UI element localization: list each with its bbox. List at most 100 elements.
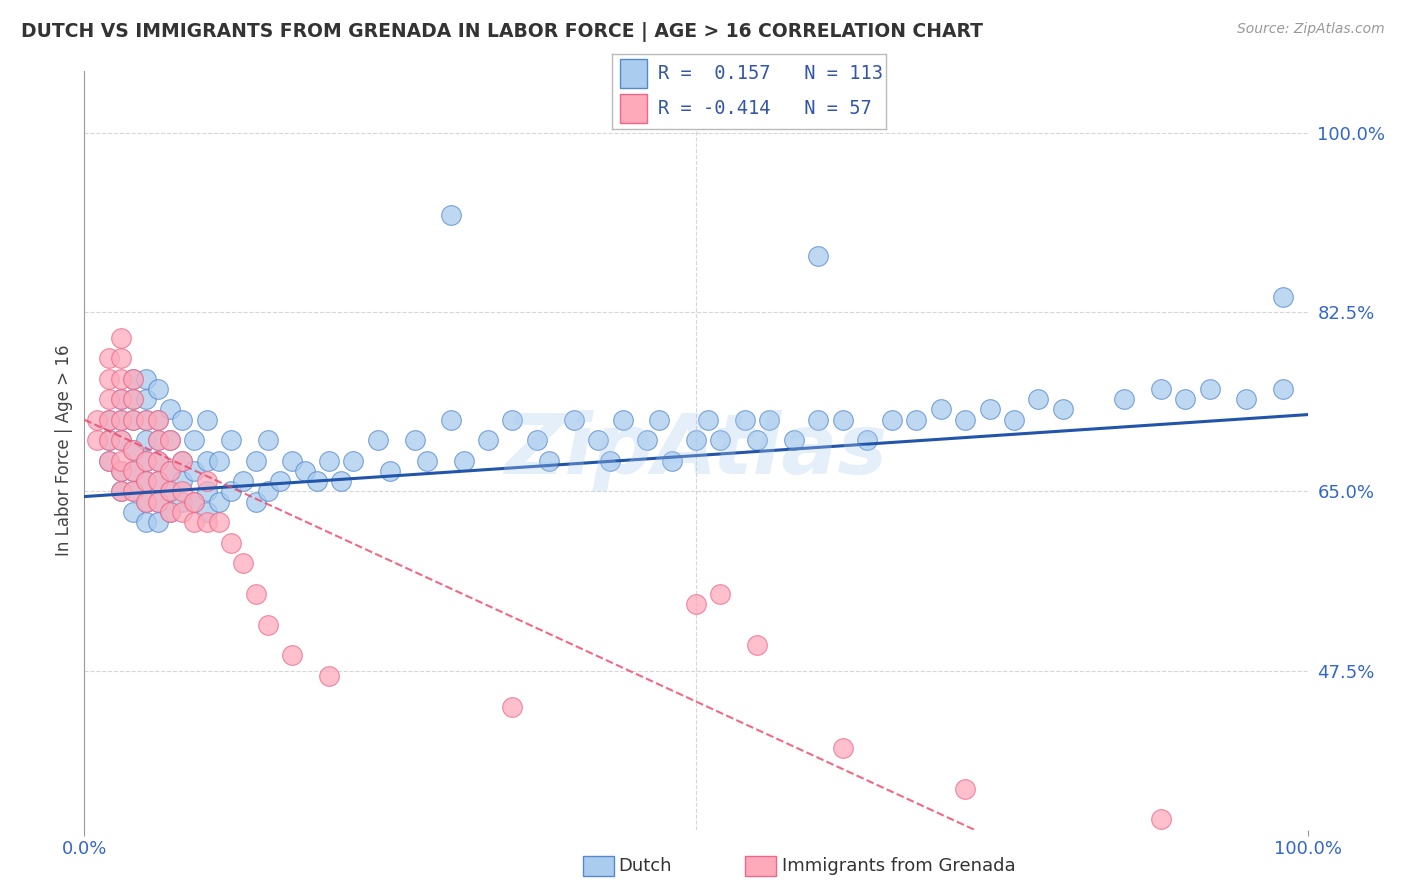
Point: [219, 535, 242, 549]
Point: [146, 453, 169, 467]
Point: [122, 413, 145, 427]
Point: [953, 781, 976, 796]
Point: [440, 208, 463, 222]
Point: [135, 413, 157, 427]
Point: [122, 392, 145, 407]
Point: [122, 484, 145, 499]
Point: [734, 413, 756, 427]
Point: [257, 434, 280, 448]
Point: [257, 617, 280, 632]
Point: [294, 464, 316, 478]
Point: [172, 494, 194, 508]
Point: [146, 413, 169, 427]
Point: [110, 392, 132, 407]
Point: [1052, 402, 1074, 417]
Point: [97, 392, 120, 407]
Point: [135, 453, 157, 467]
Text: R =  0.157   N = 113: R = 0.157 N = 113: [658, 63, 883, 83]
Point: [440, 413, 463, 427]
Point: [709, 587, 731, 601]
Point: [146, 494, 169, 508]
Point: [269, 474, 291, 488]
Point: [562, 413, 585, 427]
Point: [110, 434, 132, 448]
Point: [183, 464, 205, 478]
Point: [110, 413, 132, 427]
Point: [367, 434, 389, 448]
Point: [159, 464, 181, 478]
Point: [318, 669, 340, 683]
Point: [281, 453, 304, 467]
Point: [685, 434, 707, 448]
Point: [305, 474, 328, 488]
Point: [599, 453, 621, 467]
Point: [86, 434, 108, 448]
Point: [86, 413, 108, 427]
Text: DUTCH VS IMMIGRANTS FROM GRENADA IN LABOR FORCE | AGE > 16 CORRELATION CHART: DUTCH VS IMMIGRANTS FROM GRENADA IN LABO…: [21, 22, 983, 42]
Point: [135, 474, 157, 488]
Point: [612, 413, 634, 427]
Point: [661, 453, 683, 467]
Point: [110, 372, 132, 386]
Point: [135, 494, 157, 508]
Point: [758, 413, 780, 427]
Point: [953, 413, 976, 427]
Point: [685, 597, 707, 611]
Point: [195, 474, 218, 488]
Point: [648, 413, 671, 427]
Point: [122, 443, 145, 458]
Point: [330, 474, 353, 488]
Point: [146, 474, 169, 488]
Point: [146, 382, 169, 396]
Point: [929, 402, 952, 417]
Point: [172, 453, 194, 467]
Point: [110, 413, 132, 427]
Point: [342, 453, 364, 467]
Text: Immigrants from Grenada: Immigrants from Grenada: [782, 857, 1015, 875]
Point: [1150, 813, 1173, 827]
Point: [110, 331, 132, 345]
Point: [831, 740, 853, 755]
Point: [135, 434, 157, 448]
Text: R = -0.414   N = 57: R = -0.414 N = 57: [658, 99, 872, 119]
Point: [195, 453, 218, 467]
Point: [183, 515, 205, 529]
Point: [195, 484, 218, 499]
Point: [880, 413, 903, 427]
Point: [208, 453, 231, 467]
Point: [110, 464, 132, 478]
Point: [135, 515, 157, 529]
Point: [122, 372, 145, 386]
Point: [807, 413, 830, 427]
Point: [257, 484, 280, 499]
Point: [159, 464, 181, 478]
Point: [135, 413, 157, 427]
Point: [97, 434, 120, 448]
Point: [697, 413, 720, 427]
Point: [146, 434, 169, 448]
Point: [159, 484, 181, 499]
Point: [110, 351, 132, 366]
Point: [183, 494, 205, 508]
Point: [122, 484, 145, 499]
Point: [905, 413, 928, 427]
Point: [159, 434, 181, 448]
Point: [97, 413, 120, 427]
Point: [416, 453, 439, 467]
Point: [122, 413, 145, 427]
Point: [159, 505, 181, 519]
Point: [172, 484, 194, 499]
Point: [172, 505, 194, 519]
Point: [146, 515, 169, 529]
Point: [831, 413, 853, 427]
Point: [97, 434, 120, 448]
Point: [135, 392, 157, 407]
Point: [122, 392, 145, 407]
Point: [122, 443, 145, 458]
Point: [146, 474, 169, 488]
Text: Source: ZipAtlas.com: Source: ZipAtlas.com: [1237, 22, 1385, 37]
Point: [122, 505, 145, 519]
Point: [747, 638, 769, 652]
Point: [245, 453, 267, 467]
Point: [1150, 382, 1173, 396]
